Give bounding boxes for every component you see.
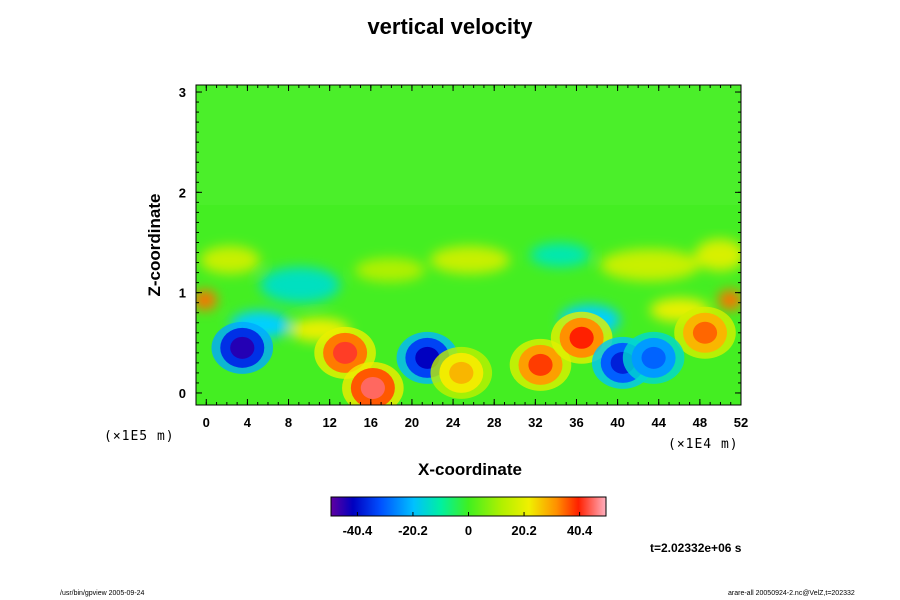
x-tick-label: 12: [322, 415, 336, 430]
colorbar-tick-label: -40.4: [343, 523, 373, 538]
colorbar-tick-label: 40.4: [567, 523, 593, 538]
x-scale-note: (×1E4 m): [668, 437, 739, 452]
y-tick-label: 1: [179, 286, 186, 301]
y-axis-label: Z-coordinate: [145, 194, 164, 297]
colorbar-tick-label: -20.2: [398, 523, 428, 538]
heatmap-feature: [342, 361, 404, 405]
feature-core: [230, 336, 255, 359]
footer-right-text: arare-all 20050924-2.nc@VelZ,t=202332: [728, 590, 855, 597]
time-label: t=2.02332e+06 s: [650, 541, 742, 555]
feature-core: [692, 321, 718, 344]
x-tick-label: 16: [364, 415, 378, 430]
heatmap-feature: [674, 306, 736, 359]
heatmap-feature: [211, 321, 274, 374]
x-tick-label: 32: [528, 415, 542, 430]
heatmap-field: [196, 85, 741, 405]
x-tick-label: 40: [610, 415, 624, 430]
heatmap-feature: [622, 331, 685, 384]
feature-core: [569, 326, 594, 349]
x-tick-label: 4: [244, 415, 252, 430]
heatmap-features: [211, 306, 736, 405]
colorbar-tick-label: 0: [465, 523, 472, 538]
x-tick-label: 0: [203, 415, 210, 430]
x-tick-label: 8: [285, 415, 292, 430]
feature-core: [528, 353, 553, 376]
y-scale-note: (×1E5 m): [104, 429, 175, 444]
colorbar-tick-label: 20.2: [511, 523, 536, 538]
x-tick-label: 48: [693, 415, 707, 430]
x-tick-label: 24: [446, 415, 461, 430]
y-axis: 0 1 2 3: [179, 85, 741, 401]
feature-core: [641, 346, 666, 369]
y-tick-label: 0: [179, 386, 186, 401]
feature-core: [360, 376, 385, 399]
heatmap-feature: [430, 346, 493, 399]
plot-frame: [195, 84, 742, 406]
x-axis: 0 4 8 12 16 20 24 28 32 36 40 44 48 52: [195, 85, 748, 430]
footer-left-text: /usr/bin/gpview 2005-09-24: [60, 590, 145, 597]
x-tick-label: 28: [487, 415, 501, 430]
x-tick-label: 20: [405, 415, 419, 430]
x-tick-label: 36: [569, 415, 583, 430]
y-tick-label: 3: [179, 85, 186, 100]
chart-title: vertical velocity: [367, 14, 533, 39]
feature-core: [449, 361, 474, 384]
y-tick-label: 2: [179, 185, 186, 200]
colorbar-axis: -40.4 -20.2 0 20.2 40.4: [343, 512, 593, 538]
x-axis-label: X-coordinate: [418, 460, 522, 479]
x-tick-label: 52: [734, 415, 748, 430]
feature-core: [333, 341, 358, 364]
x-tick-label: 44: [652, 415, 667, 430]
